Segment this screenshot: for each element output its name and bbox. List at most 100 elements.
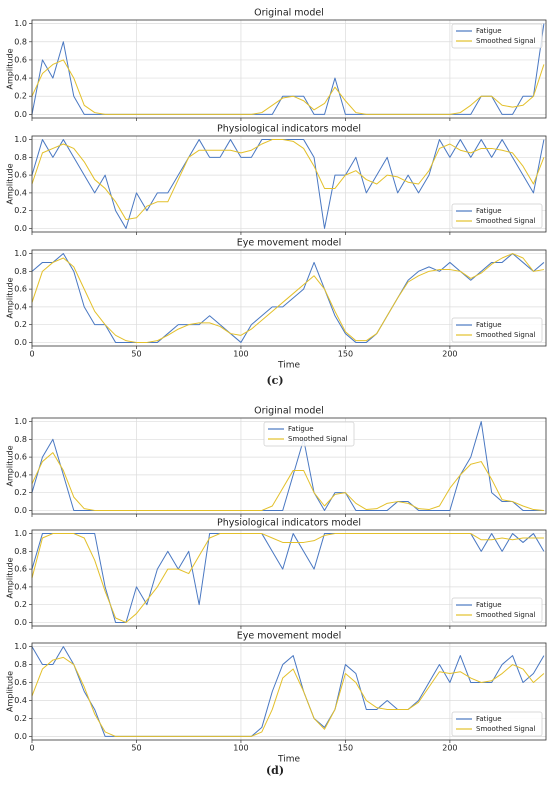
plot-frame [31, 135, 547, 233]
legend-label: Smoothed Signal [476, 611, 536, 619]
subplot: 0.0 0.2 0.4 0.6 0.8 1.0 0 50 100 150 200 Eye moveme… [6, 631, 547, 765]
x-tick-label: 100 [233, 350, 248, 359]
subplot: 0.0 0.2 0.4 0.6 0.8 1.0 0 50 100 150 200 Eye moveme… [6, 238, 547, 371]
x-tick-label: 150 [338, 350, 353, 359]
y-tick-label: 0.6 [14, 171, 27, 180]
x-tick-label: 100 [233, 744, 248, 753]
y-tick-label: 0.2 [14, 320, 27, 329]
plot-frame [31, 249, 547, 347]
y-tick-label: 0.0 [14, 110, 27, 119]
y-tick-label: 1.0 [14, 529, 27, 538]
x-tick-label: 50 [131, 350, 141, 359]
y-tick-label: 0.4 [14, 74, 27, 83]
subplot: 0.0 0.2 0.4 0.6 0.8 1.0 Original model Amplitud… [6, 8, 547, 121]
x-tick-label: 50 [131, 744, 141, 753]
y-tick-label: 0.8 [14, 660, 27, 669]
series-line [31, 139, 545, 229]
subplot-title: Eye movement model [237, 631, 341, 642]
y-tick-label: 0.4 [14, 302, 27, 311]
y-tick-label: 0.2 [14, 488, 27, 497]
legend-label: Smoothed Signal [288, 435, 348, 443]
y-tick-label: 1.0 [14, 642, 27, 651]
caption: (c) [266, 374, 283, 387]
y-tick-label: 0.6 [14, 55, 27, 64]
y-tick-label: 0.4 [14, 188, 27, 197]
subplot-title: Original model [254, 8, 324, 19]
legend-label: Smoothed Signal [476, 217, 536, 225]
subplot: 0.0 0.2 0.4 0.6 0.8 1.0 Physiological indicato… [6, 124, 547, 235]
y-tick-label: 1.0 [14, 135, 27, 144]
y-tick-label: 0.8 [14, 435, 27, 444]
caption: (d) [266, 764, 284, 777]
legend: Fatigue Smoothed Signal [451, 597, 543, 623]
y-axis-label: Amplitude [6, 557, 15, 598]
y-tick-label: 0.4 [14, 470, 27, 479]
y-tick-label: 0.8 [14, 153, 27, 162]
x-tick-label: 200 [442, 744, 457, 753]
plot-frame [31, 529, 547, 627]
y-tick-label: 0.2 [14, 206, 27, 215]
y-tick-label: 1.0 [14, 19, 27, 28]
legend-label: Smoothed Signal [476, 37, 536, 45]
y-tick-label: 0.0 [14, 506, 27, 515]
x-tick-label: 200 [442, 350, 457, 359]
x-axis-label: Time [277, 755, 300, 765]
x-tick-label: 0 [29, 350, 34, 359]
series-line [31, 452, 544, 511]
y-axis-label: Amplitude [6, 277, 15, 318]
subplot-title: Eye movement model [237, 238, 341, 249]
legend-label: Fatigue [476, 27, 502, 35]
series-line [31, 656, 545, 737]
x-axis-label: Time [277, 361, 300, 371]
legend: Fatigue Smoothed Signal [451, 317, 543, 343]
y-tick-label: 1.0 [14, 417, 27, 426]
legend-box [451, 23, 543, 49]
legend: Fatigue Smoothed Signal [263, 421, 355, 447]
legend-label: Smoothed Signal [476, 725, 536, 733]
legend-box [451, 203, 543, 229]
y-tick-label: 0.4 [14, 696, 27, 705]
y-tick-label: 1.0 [14, 249, 27, 258]
y-tick-label: 0.6 [14, 285, 27, 294]
subplot-title: Physiological indicators model [217, 124, 361, 135]
y-tick-label: 0.8 [14, 37, 27, 46]
y-tick-label: 0.8 [14, 267, 27, 276]
series-line [31, 139, 545, 221]
subplot-title: Physiological indicators model [217, 518, 361, 529]
legend-box [263, 421, 355, 447]
legend-box [451, 317, 543, 343]
legend-label: Fatigue [288, 425, 314, 433]
plot-frame [31, 642, 547, 741]
y-tick-label: 0.2 [14, 714, 27, 723]
subplot: 0.0 0.2 0.4 0.6 0.8 1.0 Original model Amplitud… [6, 406, 547, 517]
x-tick-label: 150 [338, 744, 353, 753]
legend-label: Fatigue [476, 207, 502, 215]
y-tick-label: 0.4 [14, 582, 27, 591]
y-axis-label: Amplitude [6, 163, 15, 204]
y-tick-label: 0.0 [14, 618, 27, 627]
y-tick-label: 0.0 [14, 338, 27, 347]
y-tick-label: 0.2 [14, 600, 27, 609]
legend: Fatigue Smoothed Signal [451, 711, 543, 737]
y-tick-label: 0.6 [14, 678, 27, 687]
legend: Fatigue Smoothed Signal [451, 203, 543, 229]
legend: Fatigue Smoothed Signal [451, 23, 543, 49]
y-tick-label: 0.0 [14, 224, 27, 233]
series-line [31, 253, 545, 343]
y-tick-label: 0.6 [14, 565, 27, 574]
x-tick-label: 0 [29, 744, 34, 753]
plot-frame [31, 19, 547, 119]
legend-box [451, 597, 543, 623]
y-tick-label: 0.0 [14, 732, 27, 741]
plot-frame [31, 417, 547, 515]
legend-box [451, 711, 543, 737]
series-line [31, 533, 544, 623]
legend-label: Fatigue [476, 321, 502, 329]
y-axis-label: Amplitude [6, 671, 15, 712]
y-tick-label: 0.2 [14, 92, 27, 101]
y-tick-label: 0.6 [14, 453, 27, 462]
subplot: 0.0 0.2 0.4 0.6 0.8 1.0 Physiological indicato… [6, 518, 547, 629]
legend-label: Fatigue [476, 715, 502, 723]
